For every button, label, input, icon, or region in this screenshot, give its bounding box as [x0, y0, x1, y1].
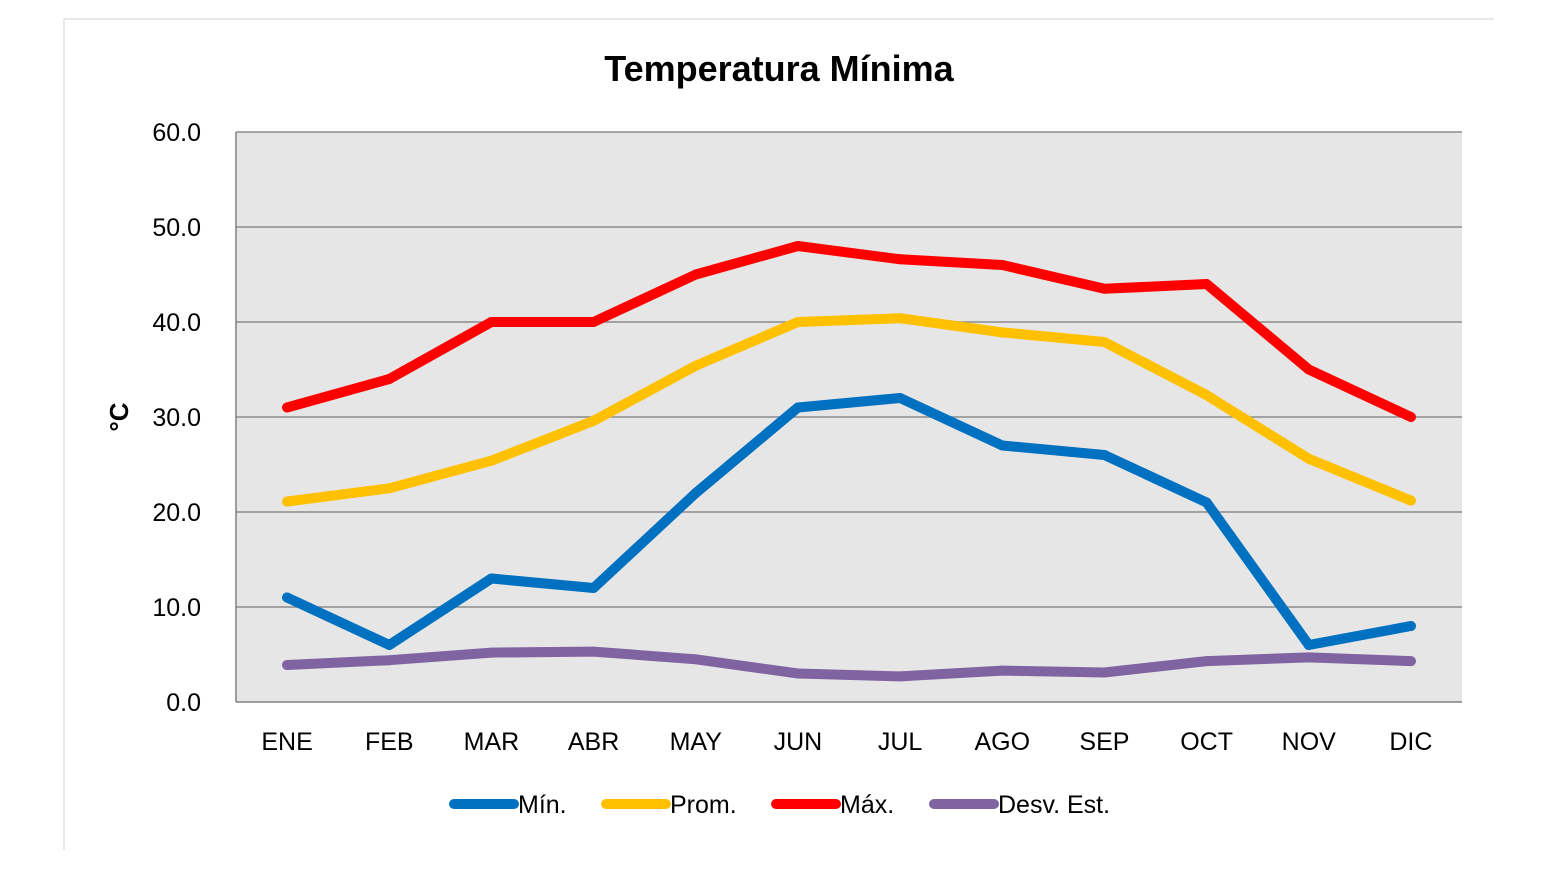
y-tick-label: 20.0 [152, 499, 201, 527]
data-point [588, 583, 599, 593]
y-tick-label: 0.0 [166, 689, 201, 717]
data-point [792, 317, 803, 327]
legend-label: Prom. [670, 791, 737, 819]
series-2 [282, 241, 1416, 422]
data-point [486, 455, 497, 466]
x-tick-label: JUN [774, 728, 823, 756]
series-3 [282, 646, 1416, 682]
legend-label: Desv. Est. [998, 791, 1110, 819]
data-point [997, 440, 1008, 451]
data-point [1099, 336, 1110, 347]
x-tick-label: MAY [670, 728, 723, 756]
series-line [282, 313, 1416, 507]
data-point [690, 654, 701, 665]
x-tick-label: DIC [1389, 728, 1432, 756]
data-point [690, 269, 701, 280]
series-line [282, 241, 1416, 422]
data-point [997, 665, 1008, 676]
y-tick-label: 50.0 [152, 214, 201, 242]
x-tick-label: NOV [1282, 728, 1337, 756]
series-line [282, 393, 1416, 650]
legend-label: Máx. [840, 791, 894, 819]
x-tick-label: MAR [464, 728, 520, 756]
y-tick-label: 30.0 [152, 404, 201, 432]
data-point [1303, 640, 1314, 650]
y-tick-label: 40.0 [152, 309, 201, 337]
x-tick-label: FEB [365, 728, 414, 756]
data-point [1201, 497, 1212, 508]
series-line [282, 646, 1416, 682]
x-tick-label: ABR [568, 728, 619, 756]
data-point [384, 483, 395, 494]
data-point [384, 655, 395, 666]
legend: Mín. Prom. Máx. Desv. Est. [449, 791, 1110, 819]
data-point [690, 488, 701, 498]
data-point [486, 317, 497, 327]
data-point [792, 241, 803, 251]
data-point [282, 659, 293, 670]
legend-label: Mín. [518, 791, 567, 819]
data-point [1405, 495, 1416, 506]
data-point [997, 260, 1008, 270]
data-point [895, 313, 906, 324]
data-point [1405, 621, 1416, 631]
y-axis-ticks: 0.0 10.0 20.0 30.0 40.0 50.0 60.0 [152, 119, 201, 717]
series-layer [282, 241, 1416, 682]
data-point [690, 360, 701, 371]
data-point [895, 393, 906, 403]
data-point [1303, 453, 1314, 464]
x-axis-ticks: ENE FEB MAR ABR MAY JUN JUL AGO SEP OCT NOV DIC [261, 728, 1432, 756]
chart-title: Temperatura Mínima [604, 48, 954, 89]
data-point [792, 402, 803, 413]
data-point [1303, 364, 1314, 375]
y-tick-label: 10.0 [152, 594, 201, 622]
data-point [486, 573, 497, 584]
data-point [588, 415, 599, 426]
x-tick-label: AGO [974, 728, 1030, 756]
data-point [384, 374, 395, 384]
data-point [588, 646, 599, 657]
data-point [1099, 450, 1110, 460]
data-point [282, 496, 293, 507]
data-point [1201, 656, 1212, 667]
data-point [997, 327, 1008, 338]
data-point [1099, 667, 1110, 678]
data-point [1201, 279, 1212, 289]
data-point [1405, 656, 1416, 667]
x-tick-label: JUL [878, 728, 923, 756]
data-point [384, 640, 395, 650]
series-1 [282, 313, 1416, 507]
data-point [895, 254, 906, 265]
x-tick-label: SEP [1079, 728, 1129, 756]
data-point [282, 592, 293, 603]
data-point [1201, 390, 1212, 401]
data-point [1303, 652, 1314, 663]
y-axis-label: °C [104, 402, 134, 431]
data-point [792, 668, 803, 679]
data-point [1099, 283, 1110, 294]
x-tick-label: OCT [1180, 728, 1233, 756]
series-0 [282, 393, 1416, 650]
data-point [1405, 412, 1416, 422]
data-point [588, 317, 599, 327]
x-tick-label: ENE [261, 728, 312, 756]
data-point [282, 402, 293, 413]
y-tick-label: 60.0 [152, 119, 201, 147]
data-point [486, 647, 497, 658]
data-point [895, 671, 906, 682]
